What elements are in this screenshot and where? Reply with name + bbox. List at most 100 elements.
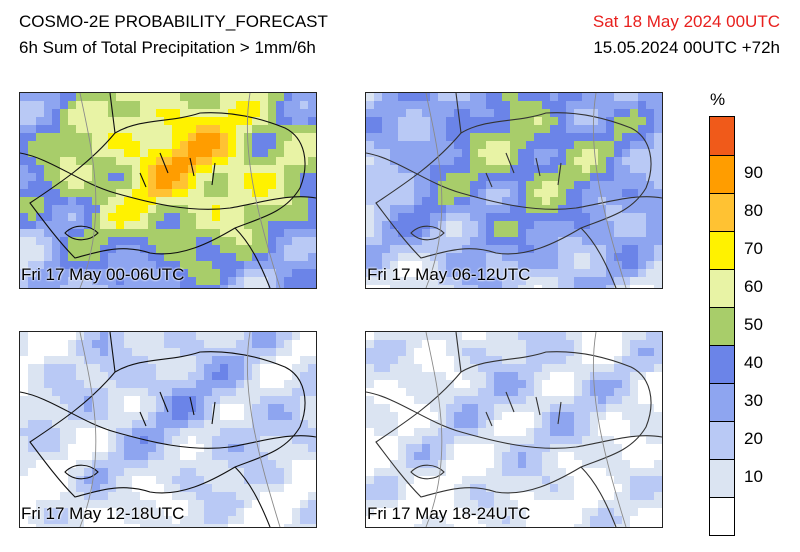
probability-cell xyxy=(630,101,639,110)
probability-cell xyxy=(542,277,551,286)
probability-cell xyxy=(646,133,655,142)
probability-cell xyxy=(366,245,375,254)
probability-cell xyxy=(172,125,181,134)
probability-cell xyxy=(574,157,583,166)
probability-cell xyxy=(36,364,45,373)
probability-cell xyxy=(638,484,647,493)
probability-cell xyxy=(542,356,551,365)
probability-cell xyxy=(430,189,439,198)
probability-cell xyxy=(180,452,189,461)
probability-cell xyxy=(542,332,551,341)
probability-cell xyxy=(630,237,639,246)
probability-cell xyxy=(582,109,591,118)
probability-cell xyxy=(300,444,309,453)
probability-cell xyxy=(382,157,391,166)
probability-cell xyxy=(622,444,631,453)
probability-cell xyxy=(550,221,559,230)
probability-cell xyxy=(430,492,439,501)
probability-cell xyxy=(244,364,253,373)
border-line xyxy=(29,351,306,498)
probability-cell xyxy=(438,372,447,381)
probability-cell xyxy=(422,245,431,254)
probability-cell xyxy=(196,125,205,134)
probability-cell xyxy=(52,484,61,493)
probability-cell xyxy=(622,524,631,527)
probability-cell xyxy=(454,165,463,174)
probability-cell xyxy=(148,197,157,206)
probability-cell xyxy=(462,253,471,262)
probability-cell xyxy=(502,141,511,150)
probability-cell xyxy=(276,93,285,102)
probability-cell xyxy=(518,125,527,134)
probability-cell xyxy=(446,285,455,288)
probability-cell xyxy=(422,420,431,429)
probability-cell xyxy=(382,404,391,413)
probability-cell xyxy=(470,197,479,206)
probability-cell xyxy=(188,109,197,118)
border-line xyxy=(580,466,617,527)
probability-cell xyxy=(36,277,45,286)
probability-cell xyxy=(366,125,375,134)
probability-cell xyxy=(84,380,93,389)
probability-cell xyxy=(60,348,69,357)
probability-cell xyxy=(140,444,149,453)
probability-cell xyxy=(406,364,415,373)
probability-cell xyxy=(646,412,655,421)
probability-cell xyxy=(414,508,423,517)
probability-cell xyxy=(414,253,423,262)
probability-cell xyxy=(68,476,77,485)
probability-cell xyxy=(462,237,471,246)
probability-cell xyxy=(220,101,229,110)
probability-cell xyxy=(510,245,519,254)
probability-cell xyxy=(510,253,519,262)
probability-cell xyxy=(308,380,316,389)
probability-cell xyxy=(20,253,29,262)
probability-cell xyxy=(60,468,69,477)
probability-cell xyxy=(140,141,149,150)
probability-cell xyxy=(108,372,117,381)
probability-cell xyxy=(212,420,221,429)
probability-cell xyxy=(92,492,101,501)
probability-cell xyxy=(494,396,503,405)
probability-cell xyxy=(382,364,391,373)
probability-cell xyxy=(638,444,647,453)
probability-cell xyxy=(542,412,551,421)
probability-cell xyxy=(470,157,479,166)
probability-cell xyxy=(438,348,447,357)
probability-cell xyxy=(132,149,141,158)
probability-cell xyxy=(446,492,455,501)
probability-cell xyxy=(140,261,149,270)
probability-cell xyxy=(172,149,181,158)
probability-cell xyxy=(398,364,407,373)
probability-cell xyxy=(478,452,487,461)
probability-cell xyxy=(542,484,551,493)
probability-cell xyxy=(156,125,165,134)
probability-cell xyxy=(172,404,181,413)
probability-cell xyxy=(614,205,623,214)
probability-cell xyxy=(116,388,125,397)
probability-cell xyxy=(390,109,399,118)
probability-cell xyxy=(414,181,423,190)
probability-cell xyxy=(52,133,61,142)
probability-cell xyxy=(542,380,551,389)
probability-cell xyxy=(44,125,53,134)
colorbar-segment xyxy=(710,383,734,421)
probability-cell xyxy=(212,476,221,485)
probability-cell xyxy=(398,213,407,222)
probability-cell xyxy=(566,277,575,286)
probability-cell xyxy=(236,277,245,286)
probability-cell xyxy=(462,221,471,230)
probability-cell xyxy=(534,117,543,126)
probability-cell xyxy=(84,197,93,206)
probability-cell xyxy=(614,125,623,134)
probability-cell xyxy=(478,388,487,397)
probability-cell xyxy=(196,165,205,174)
probability-cell xyxy=(590,468,599,477)
probability-cell xyxy=(308,476,316,485)
probability-cell xyxy=(244,261,253,270)
probability-cell xyxy=(292,205,301,214)
probability-cell xyxy=(398,277,407,286)
probability-cell xyxy=(236,436,245,445)
probability-cell xyxy=(622,261,631,270)
probability-cell xyxy=(454,420,463,429)
